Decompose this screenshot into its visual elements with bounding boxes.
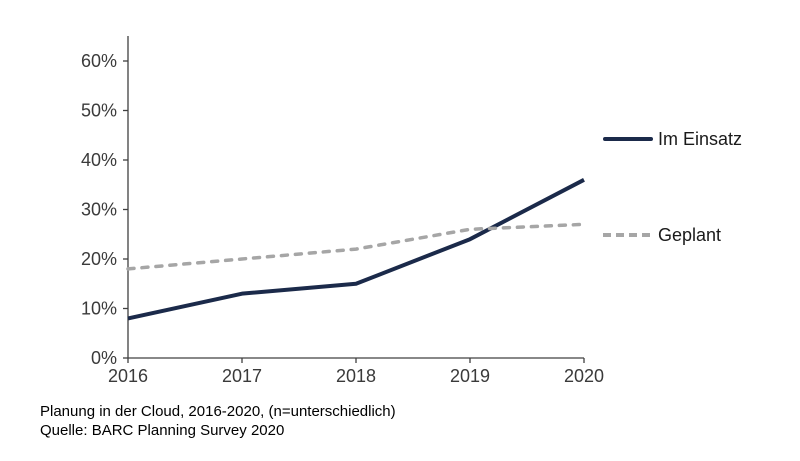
y-axis: 0% 10% 20% 30% 40% 50% 60%: [81, 36, 129, 368]
geplant-line-swatch: [603, 233, 650, 237]
series-line-im-einsatz: [127, 178, 585, 321]
x-axis: 2016 2017 2018 2019 2020: [108, 357, 604, 386]
series-lines: [126, 178, 586, 321]
y-tick-label: 10%: [81, 299, 117, 319]
legend-label-im-einsatz: Im Einsatz: [658, 128, 743, 149]
x-tick-label: 2016: [108, 366, 148, 386]
caption-line-1: Planung in der Cloud, 2016-2020, (n=unte…: [40, 403, 396, 420]
y-tick-label: 50%: [81, 101, 117, 121]
y-tick-label: 30%: [81, 200, 117, 220]
x-tick-label: 2017: [222, 366, 262, 386]
y-tick-label: 0%: [91, 348, 117, 368]
y-tick-label: 60%: [81, 51, 117, 71]
y-tick-label: 40%: [81, 150, 117, 170]
legend-item-im-einsatz: Im Einsatz: [603, 128, 742, 150]
y-tick-label: 20%: [81, 249, 117, 269]
x-tick-label: 2020: [564, 366, 604, 386]
legend-item-geplant: Geplant: [603, 224, 721, 246]
x-tick-label: 2018: [336, 366, 376, 386]
series-line-geplant: [126, 222, 586, 271]
chart-caption: Planung in der Cloud, 2016-2020, (n=unte…: [40, 402, 396, 440]
legend-label-geplant: Geplant: [658, 224, 722, 245]
im-einsatz-line-swatch: [603, 137, 653, 141]
x-tick-label: 2019: [450, 366, 490, 386]
caption-line-2: Quelle: BARC Planning Survey 2020: [40, 422, 285, 439]
